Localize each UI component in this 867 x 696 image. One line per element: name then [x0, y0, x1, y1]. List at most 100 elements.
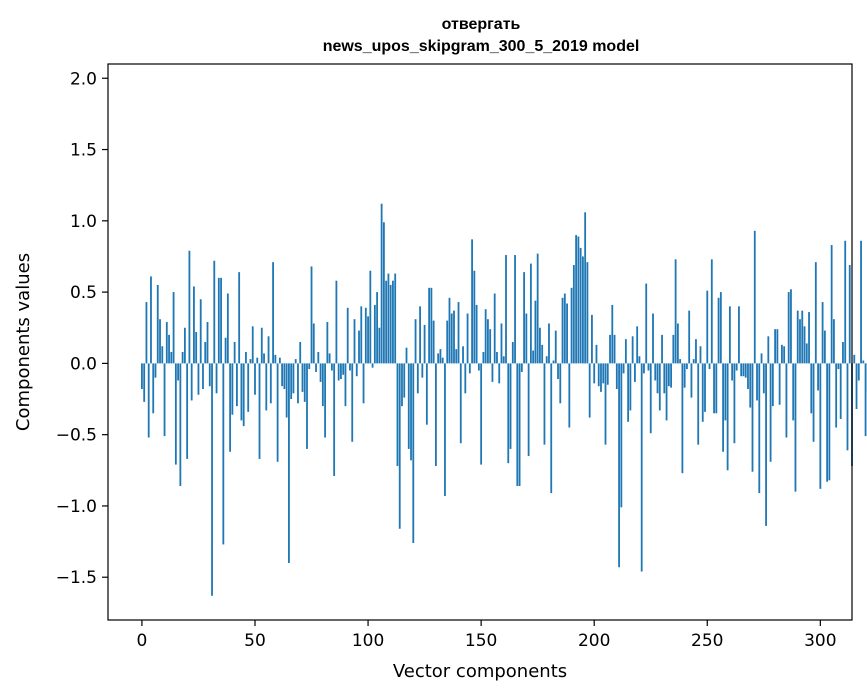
bar	[842, 342, 844, 364]
bar	[335, 280, 338, 364]
bar	[699, 346, 702, 364]
bar	[751, 363, 754, 472]
bar	[550, 363, 553, 494]
bar	[686, 363, 688, 370]
bar	[303, 363, 306, 402]
bar	[459, 363, 462, 444]
bar	[278, 357, 281, 364]
bar	[288, 363, 290, 563]
bar	[566, 303, 568, 364]
bar	[272, 262, 274, 364]
bar	[342, 363, 345, 375]
bar	[731, 363, 734, 381]
bar	[373, 304, 376, 364]
bar	[489, 329, 492, 364]
bar	[728, 306, 731, 364]
bar	[704, 363, 706, 412]
bar	[466, 313, 469, 364]
bar	[511, 342, 514, 364]
bar	[231, 363, 234, 415]
bar	[308, 363, 311, 370]
bar	[349, 363, 351, 371]
bar	[783, 346, 786, 364]
bar	[498, 363, 501, 384]
bar	[455, 349, 458, 364]
bar	[735, 363, 738, 371]
bar	[713, 363, 715, 414]
bar	[333, 363, 336, 477]
bar	[170, 351, 173, 364]
bar	[403, 363, 406, 398]
bar	[290, 363, 293, 400]
bar	[683, 363, 686, 388]
chart-title-line2: news_upos_skipgram_300_5_2019 model	[323, 38, 640, 55]
bar	[620, 363, 623, 508]
bar	[615, 363, 618, 390]
bar	[627, 363, 630, 422]
bar	[780, 344, 783, 364]
bar	[631, 336, 634, 364]
bar	[190, 363, 193, 401]
bar	[581, 256, 584, 364]
bar	[679, 359, 682, 364]
y-tick-label: 0.0	[70, 354, 97, 374]
bar	[606, 363, 609, 385]
bar	[529, 263, 532, 364]
bar	[561, 297, 564, 364]
bar	[665, 363, 668, 421]
bar	[435, 363, 437, 467]
x-tick-label: 200	[578, 631, 610, 651]
bar	[358, 330, 360, 364]
bar	[441, 357, 444, 364]
bar	[756, 363, 758, 401]
bar	[724, 363, 727, 421]
bar	[204, 342, 207, 364]
bar	[493, 293, 496, 364]
bar	[292, 363, 295, 394]
bar	[733, 363, 736, 444]
bar	[507, 363, 510, 464]
bar	[523, 272, 525, 364]
bar	[369, 270, 372, 364]
bar	[147, 363, 150, 438]
bar	[396, 363, 399, 467]
bar	[419, 306, 421, 364]
bar	[837, 363, 840, 370]
bar	[765, 363, 767, 526]
bar	[710, 259, 713, 364]
bar	[496, 351, 498, 364]
bar	[697, 363, 700, 445]
bar	[392, 280, 394, 364]
x-tick-label: 300	[804, 631, 836, 651]
bar	[749, 363, 752, 408]
bar	[446, 320, 449, 364]
bar	[269, 363, 272, 404]
bar	[382, 222, 385, 364]
bar	[315, 363, 317, 372]
bar	[695, 339, 697, 364]
bar	[344, 363, 347, 407]
bar	[360, 306, 363, 364]
x-axis-label: Vector components	[393, 661, 567, 682]
bar	[340, 363, 342, 380]
bar	[208, 363, 211, 387]
bar	[224, 337, 227, 364]
bar	[747, 363, 749, 390]
bar	[215, 363, 218, 394]
bar	[199, 299, 202, 364]
bar	[855, 363, 858, 409]
bar	[787, 292, 790, 364]
bar	[579, 247, 582, 364]
bar	[362, 363, 365, 404]
bar	[256, 357, 259, 364]
bar	[611, 304, 614, 364]
bar	[570, 287, 573, 364]
bar	[405, 347, 408, 364]
bar	[803, 326, 806, 364]
bar	[168, 334, 170, 364]
bar	[351, 363, 354, 442]
bar	[330, 363, 333, 371]
bar	[640, 363, 643, 572]
bar	[186, 363, 189, 459]
bar	[643, 363, 645, 374]
